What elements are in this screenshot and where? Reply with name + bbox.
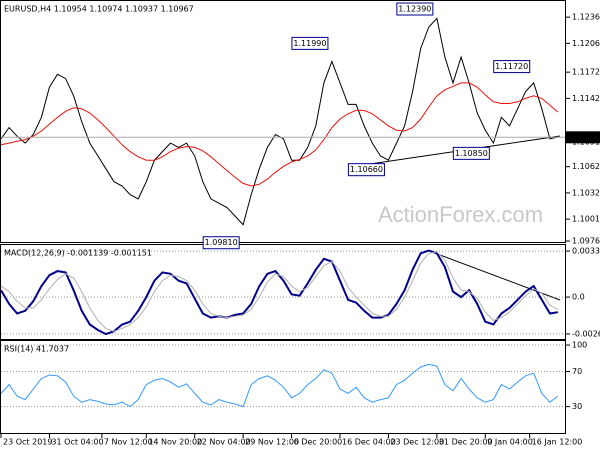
y-tick-label: 0.0 [572, 293, 585, 302]
series-line [0, 249, 559, 336]
rsi-panel [0, 340, 566, 434]
price-label-box [291, 36, 329, 50]
series-line [0, 17, 559, 226]
y-tick-label: 1.12365 [572, 13, 600, 22]
x-tick-label: 29 Nov 12:00 [245, 438, 299, 447]
y-tick-label: 1.10625 [572, 162, 600, 171]
x-tick-label: 14 Nov 20:00 [148, 438, 202, 447]
x-tick-label: 6 Dec 20:00 [294, 438, 343, 447]
y-tick-label: 1.11725 [572, 68, 600, 77]
x-tick-label: 31 Oct 04:00 [51, 438, 103, 447]
x-tick-label: 16 Dec 04:00 [342, 438, 396, 447]
y-tick-label: 1.10320 [572, 188, 600, 197]
price-label-box [452, 146, 490, 160]
price-label: 1.11990 [293, 39, 326, 48]
y-tick-label: 100 [572, 341, 587, 350]
price-label: 1.10660 [350, 165, 383, 174]
price-label: 1.10850 [455, 149, 488, 158]
y-tick-label: 1.11420 [572, 94, 600, 103]
y-tick-label: 1.12060 [572, 39, 600, 48]
y-tick-label: 30 [572, 402, 582, 411]
last-price-label: 1.10967 [568, 133, 600, 142]
x-tick-label: 23 Oct 2019 [3, 438, 52, 447]
price-label: 1.09810 [205, 238, 238, 247]
watermark: ActionForex.com [378, 202, 543, 227]
series-line [0, 82, 559, 187]
price-label-box [347, 163, 385, 177]
price-label: 1.12390 [398, 5, 431, 14]
x-tick-label: 7 Nov 12:00 [104, 438, 153, 447]
price-panel [0, 0, 566, 243]
y-tick-label: 1.09760 [572, 237, 600, 246]
x-tick-label: 31 Dec 20:00 [439, 438, 493, 447]
macd-panel [0, 244, 566, 340]
panel-title: EURUSD,H4 1.10954 1.10974 1.10937 1.1096… [4, 5, 194, 14]
price-label-box [493, 60, 531, 74]
x-tick-label: 16 Jan 12:00 [532, 438, 583, 447]
price-label-box [202, 236, 240, 250]
price-label-box [396, 2, 434, 16]
y-tick-label: -0.002691 [572, 329, 600, 338]
y-tick-label: 1.10015 [572, 215, 600, 224]
x-tick-label: 9 Jan 04:00 [487, 438, 533, 447]
last-price-box [566, 131, 600, 144]
trend-line [431, 251, 561, 301]
y-tick-label: 70 [572, 367, 582, 376]
series-line [0, 251, 559, 332]
panel-title: MACD(12,26,9) -0.001139 -0.001151 [4, 249, 152, 258]
series-line [0, 363, 559, 408]
x-tick-label: 22 Nov 04:00 [197, 438, 251, 447]
panel-title: RSI(14) 41.7037 [4, 345, 69, 354]
x-tick-label: 23 Dec 12:00 [390, 438, 444, 447]
price-label: 1.11720 [495, 62, 528, 71]
y-tick-label: 0.003362 [572, 247, 600, 256]
